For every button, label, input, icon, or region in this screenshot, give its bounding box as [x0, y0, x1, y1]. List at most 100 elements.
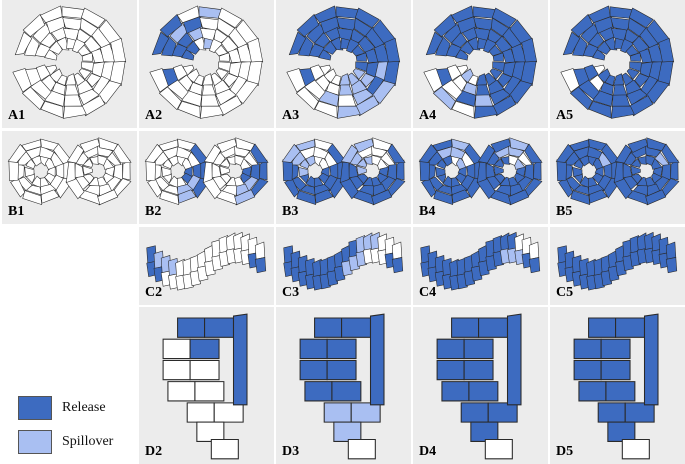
panel-d5: D5	[550, 307, 685, 464]
map-cell	[254, 241, 266, 260]
panel-b3: B3	[276, 131, 411, 224]
map-cell	[484, 438, 513, 460]
map-cell	[487, 402, 518, 423]
map-cell	[65, 178, 85, 200]
legend-item-release: Release	[18, 396, 113, 420]
map-cell	[250, 143, 269, 164]
map-cell	[202, 73, 214, 86]
map-cell	[234, 189, 256, 206]
map-cell	[145, 159, 156, 182]
panel-label: B1	[8, 204, 25, 219]
map-cell	[97, 189, 119, 206]
map-cell	[319, 64, 332, 77]
map-cell	[377, 157, 389, 170]
map-cell	[645, 189, 667, 206]
map-cell	[8, 159, 19, 182]
map-cell	[339, 73, 351, 86]
map-cell	[451, 317, 480, 338]
map-cell	[234, 145, 251, 158]
map-b3	[276, 132, 411, 223]
panel-label: B3	[282, 204, 299, 219]
map-cell	[391, 257, 404, 274]
map-cell	[380, 151, 396, 166]
map-cell	[24, 167, 35, 178]
map-cell	[323, 402, 352, 423]
map-cell	[22, 13, 46, 37]
map-cell	[524, 143, 543, 164]
map-cell	[605, 381, 636, 402]
map-cell	[333, 421, 362, 442]
map-cell	[33, 43, 51, 58]
map-cell	[558, 177, 574, 198]
map-cell	[508, 145, 525, 158]
map-b1	[2, 132, 137, 223]
map-cell	[306, 22, 326, 44]
map-cell	[186, 402, 215, 423]
map-cell	[600, 359, 631, 381]
release-label: Release	[62, 400, 106, 415]
map-cell	[331, 381, 362, 402]
spillover-label: Spillover	[62, 434, 114, 449]
map-cell	[391, 241, 403, 260]
map-cell	[628, 95, 654, 117]
map-cell	[355, 158, 368, 168]
map-cell	[10, 177, 26, 198]
map-cell	[581, 43, 599, 58]
map-cell	[21, 86, 45, 111]
map-cell	[476, 178, 496, 200]
map-cell	[587, 5, 611, 24]
map-cell	[247, 37, 264, 64]
map-cell	[441, 381, 470, 402]
map-cell	[570, 190, 591, 206]
map-cell	[217, 7, 243, 29]
map-cell	[436, 359, 465, 381]
map-cell	[295, 86, 319, 111]
map-cell	[223, 73, 240, 88]
map-cell	[456, 64, 469, 77]
map-cell	[189, 359, 220, 381]
map-cell	[356, 165, 367, 176]
map-d5	[550, 308, 685, 463]
map-cell	[432, 86, 456, 111]
map-cell	[281, 143, 301, 163]
map-cell	[490, 138, 512, 153]
map-cell	[197, 265, 209, 282]
panel-label: A3	[282, 108, 300, 123]
map-cell	[626, 68, 640, 80]
map-cell	[608, 265, 620, 282]
map-cell	[607, 421, 636, 442]
map-cell	[471, 265, 483, 282]
map-cell	[580, 22, 600, 44]
panel-c4: C4	[413, 227, 548, 305]
map-cell	[614, 161, 624, 184]
map-a1	[2, 2, 137, 126]
map-cell	[162, 338, 191, 360]
map-cell	[318, 90, 340, 107]
map-d4	[413, 308, 548, 463]
map-cell	[353, 138, 375, 153]
map-cell	[654, 151, 670, 166]
map-cell	[296, 190, 317, 206]
map-cell	[588, 189, 608, 204]
map-cell	[213, 402, 244, 423]
map-cell	[350, 402, 381, 423]
map-cell	[419, 159, 430, 182]
map-cell	[665, 241, 677, 260]
map-cell	[109, 60, 126, 87]
map-cell	[216, 189, 238, 205]
panel-d4: D4	[413, 307, 548, 464]
map-cell	[218, 52, 230, 62]
map-cell	[177, 189, 197, 204]
map-cell	[573, 338, 602, 360]
map-cell	[588, 317, 617, 338]
map-cell	[286, 68, 306, 93]
map-cell	[307, 43, 325, 58]
map-cell	[593, 64, 606, 77]
map-cell	[340, 144, 359, 164]
panel-b2: B2	[139, 131, 274, 224]
map-cell	[371, 80, 396, 104]
panel-label: A1	[8, 108, 26, 123]
map-cell	[478, 260, 490, 277]
map-cell	[81, 158, 94, 168]
map-cell	[218, 158, 231, 168]
